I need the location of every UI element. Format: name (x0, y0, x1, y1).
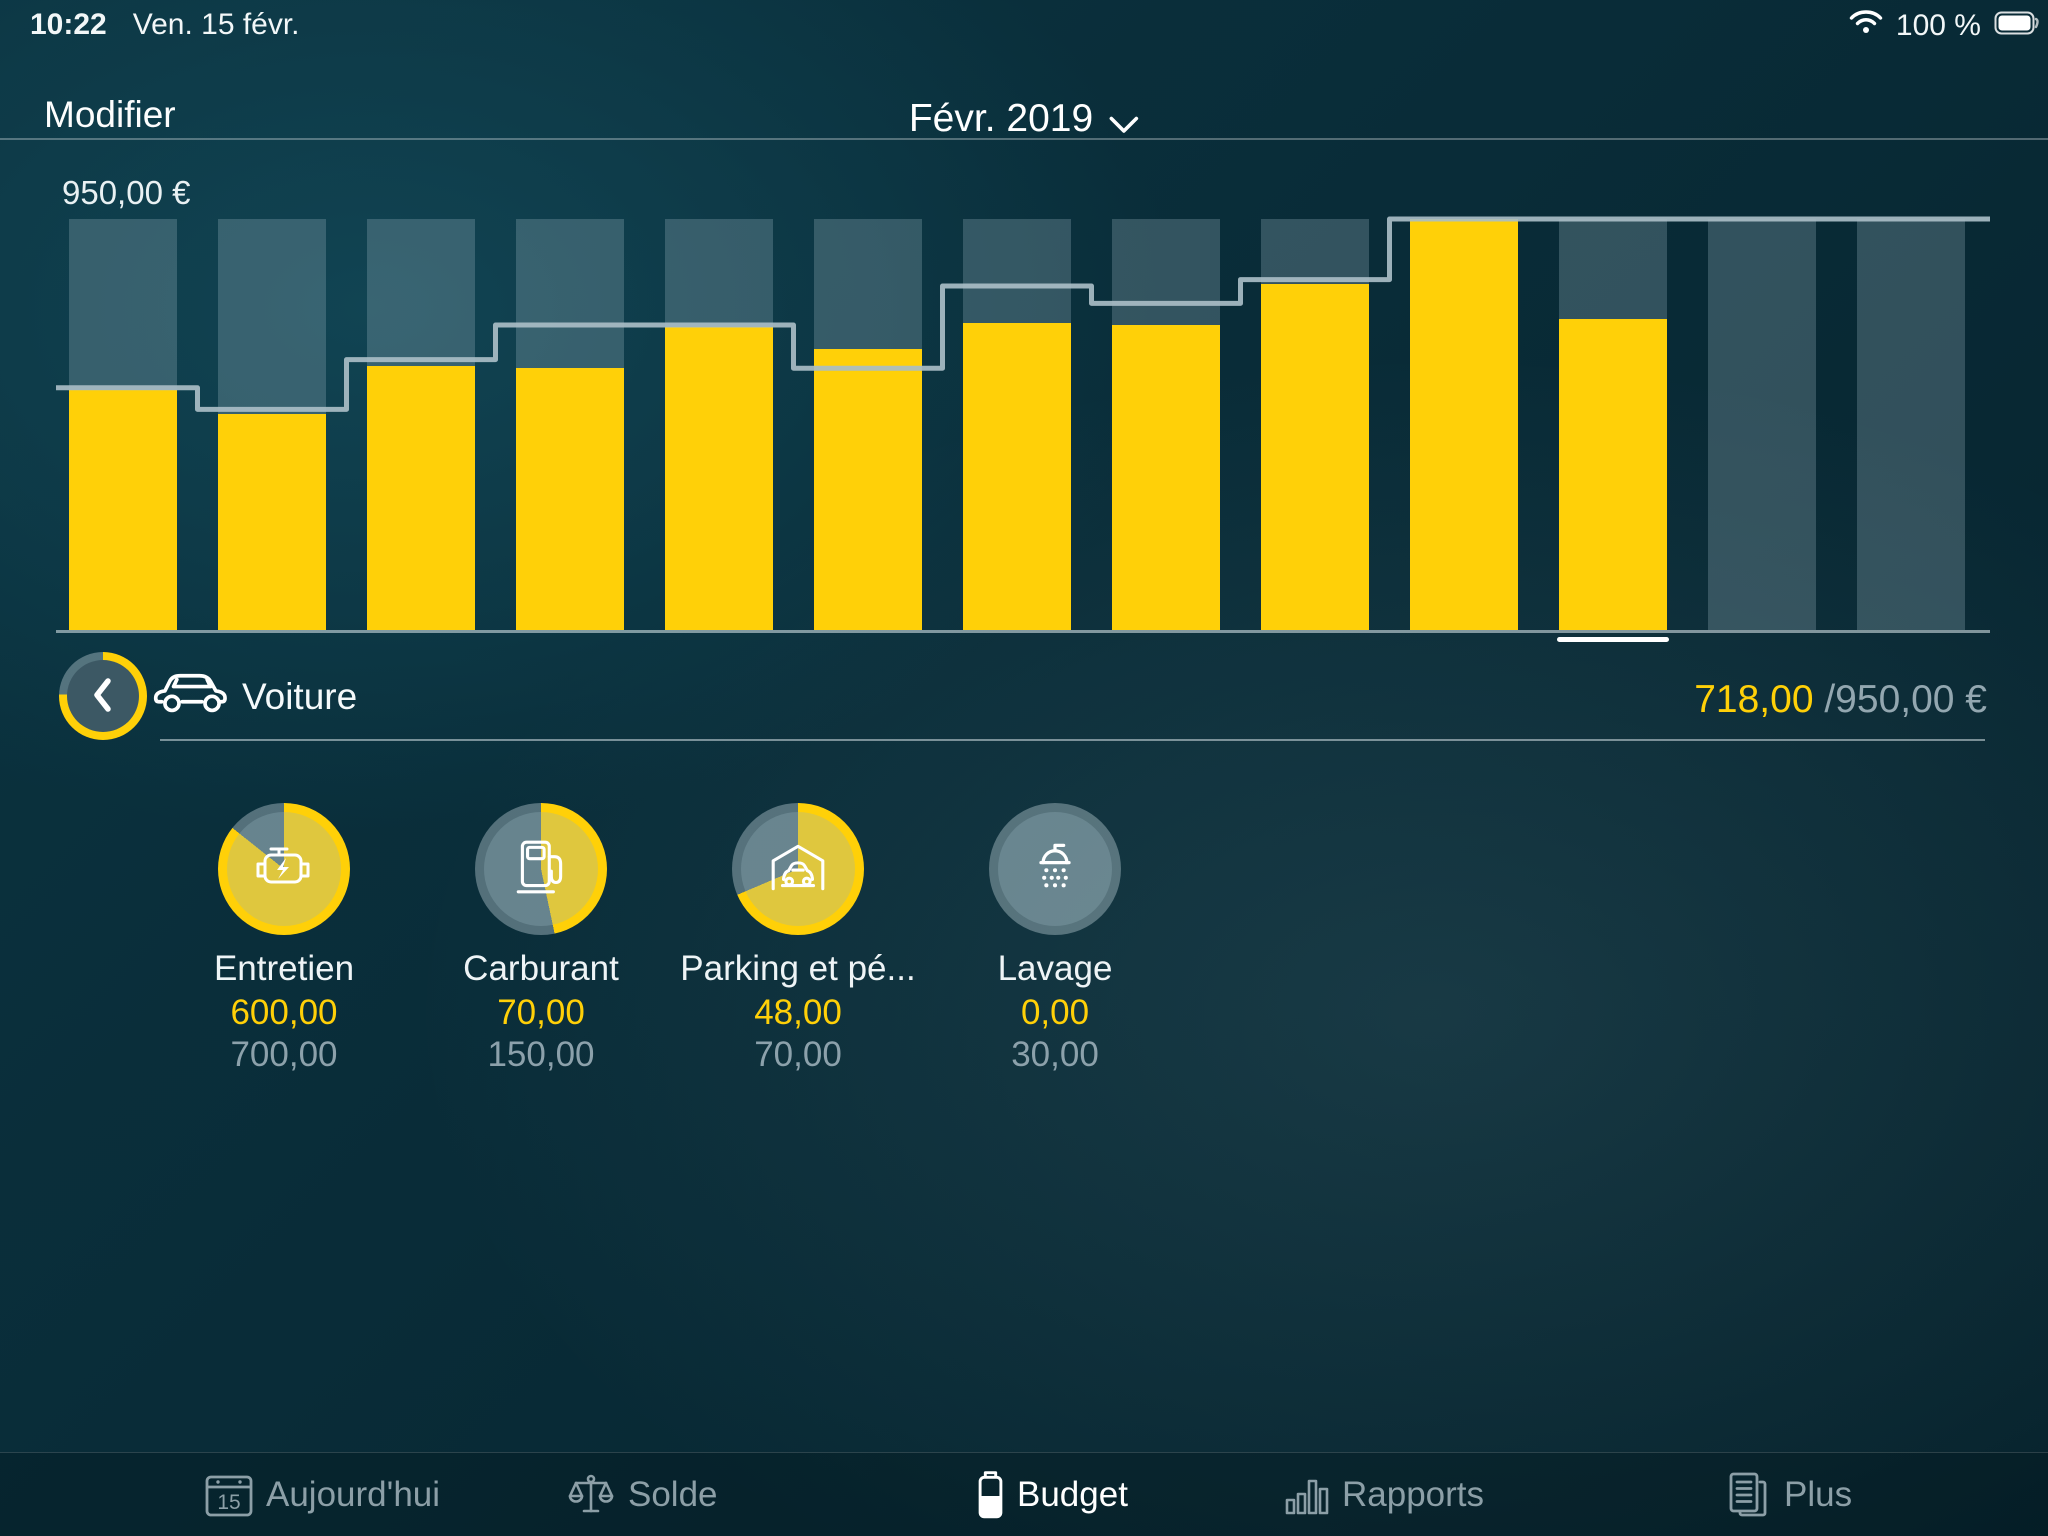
period-label: Févr. 2019 (908, 97, 1094, 140)
subcategory-spent-value: 70,00 (497, 993, 585, 1032)
tab-label: Budget (1017, 1475, 1128, 1514)
subcategory-budget-value: 150,00 (487, 1035, 595, 1074)
svg-text:15: 15 (217, 1491, 240, 1514)
tab-aujourdhui[interactable]: 15 Aujourd'hui (205, 1453, 440, 1536)
bar-month-13[interactable] (1857, 219, 1965, 630)
status-bar: 10:22 Ven. 15 févr. 100 % (0, 6, 2048, 46)
battery-icon (977, 1469, 1004, 1521)
subcategory-budget-value: 70,00 (754, 1035, 842, 1074)
subcategory-name: Carburant (463, 949, 619, 988)
bar-spent-month-11 (1559, 319, 1667, 630)
battery-icon (1994, 9, 2040, 43)
bar-spent-month-6 (814, 348, 922, 630)
subcategory-name: Lavage (997, 949, 1113, 988)
subcategory-garage[interactable]: Parking et pé... 48,00 70,00 (658, 803, 938, 1075)
subcategory-spent-value: 600,00 (230, 993, 338, 1032)
subcategory-name: Entretien (213, 949, 355, 988)
subcategory-progress-ring (732, 803, 864, 935)
status-date: Ven. 15 févr. (132, 8, 300, 41)
bar-spent-month-9 (1261, 283, 1369, 630)
garage-icon (767, 840, 829, 899)
bar-spent-month-4 (516, 368, 624, 630)
subcategory-progress-ring (218, 803, 350, 935)
subcategory-shower[interactable]: Lavage 0,00 30,00 (915, 803, 1195, 1075)
tab-plus[interactable]: Plus (1727, 1453, 1852, 1536)
category-spent-value: 718,00 (1694, 678, 1814, 721)
scales-icon (567, 1472, 615, 1518)
subcategory-progress-ring (989, 803, 1121, 935)
tab-label: Rapports (1342, 1475, 1485, 1514)
subcategory-spent-value: 0,00 (1020, 993, 1090, 1032)
shower-icon (1029, 840, 1081, 899)
period-selector[interactable]: Févr. 2019 (903, 92, 1145, 146)
subcategory-progress-ring (475, 803, 607, 935)
car-icon (153, 664, 231, 725)
chevron-down-icon (1109, 101, 1139, 145)
bar-spent-month-2 (218, 413, 326, 630)
documents-icon (1727, 1471, 1771, 1519)
battery-percent-label: 100 % (1895, 8, 1981, 42)
bar-spent-month-10 (1410, 219, 1518, 630)
budget-chart (0, 0, 2048, 700)
tab-bar: 15 Aujourd'hui Solde Budget Rapports Plu… (0, 1452, 2048, 1536)
subcategory-fuel-pump[interactable]: Carburant 70,00 150,00 (401, 803, 681, 1075)
bar-spent-month-5 (665, 327, 773, 630)
tab-label: Aujourd'hui (266, 1475, 441, 1514)
nav-separator (0, 138, 2048, 140)
subcategory-budget-value: 30,00 (1011, 1035, 1099, 1074)
tab-budget[interactable]: Budget (977, 1453, 1128, 1536)
back-button-progress-ring (67, 660, 139, 732)
bar-spent-month-7 (963, 322, 1071, 630)
status-time: 10:22 (30, 8, 107, 41)
tab-solde[interactable]: Solde (567, 1453, 718, 1536)
bar-spent-month-3 (367, 366, 475, 630)
calendar-icon: 15 (205, 1472, 253, 1518)
tab-rapports[interactable]: Rapports (1285, 1453, 1484, 1536)
chevron-left-icon (88, 674, 118, 719)
bar-spent-month-8 (1112, 324, 1220, 630)
category-title: Voiture (242, 676, 358, 717)
engine-icon (252, 840, 316, 899)
category-amounts: 718,00 /950,00 € (1694, 678, 1987, 722)
subcategory-spent-value: 48,00 (754, 993, 842, 1032)
bar-month-12[interactable] (1708, 219, 1816, 630)
chart-y-max-label: 950,00 € (62, 174, 191, 211)
edit-button[interactable]: Modifier (44, 94, 176, 135)
fuel-pump-icon (514, 836, 568, 903)
subcategory-budget-value: 700,00 (230, 1035, 338, 1074)
category-divider (160, 739, 1985, 741)
subcategory-engine[interactable]: Entretien 600,00 700,00 (144, 803, 424, 1075)
tab-label: Solde (628, 1475, 718, 1514)
bar-spent-month-1 (69, 389, 177, 630)
wifi-icon (1849, 8, 1883, 43)
tab-label: Plus (1784, 1475, 1853, 1514)
category-budget-value: /950,00 € (1813, 678, 1987, 721)
subcategory-name: Parking et pé... (680, 949, 916, 988)
bar-chart-icon (1285, 1474, 1329, 1516)
selected-bar-underline (1557, 637, 1669, 642)
back-button[interactable] (59, 652, 147, 740)
